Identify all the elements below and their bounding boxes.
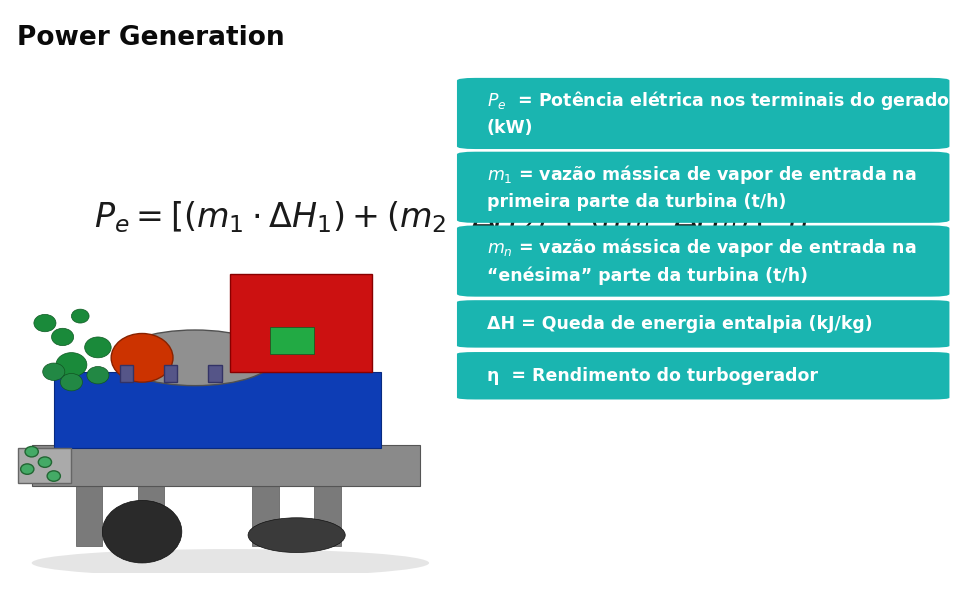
FancyBboxPatch shape: [120, 365, 133, 382]
Circle shape: [25, 447, 38, 457]
Text: primeira parte da turbina (t/h): primeira parte da turbina (t/h): [487, 193, 786, 211]
Ellipse shape: [111, 334, 173, 382]
Text: “enésima” parte da turbina (t/h): “enésima” parte da turbina (t/h): [487, 267, 807, 285]
Circle shape: [34, 314, 56, 332]
Circle shape: [103, 500, 181, 563]
Text: ΔH = Queda de energia entalpia (kJ/kg): ΔH = Queda de energia entalpia (kJ/kg): [487, 315, 873, 333]
FancyBboxPatch shape: [137, 483, 164, 545]
FancyBboxPatch shape: [252, 483, 279, 545]
FancyBboxPatch shape: [457, 226, 949, 296]
Text: $m_1$ = vazão mássica de vapor de entrada na: $m_1$ = vazão mássica de vapor de entrad…: [487, 163, 916, 185]
FancyBboxPatch shape: [208, 365, 222, 382]
Circle shape: [43, 363, 65, 381]
FancyBboxPatch shape: [457, 78, 949, 149]
FancyBboxPatch shape: [457, 152, 949, 223]
Ellipse shape: [32, 549, 429, 577]
FancyBboxPatch shape: [18, 448, 71, 483]
FancyBboxPatch shape: [32, 445, 420, 487]
Text: (kW): (kW): [487, 119, 533, 137]
FancyBboxPatch shape: [457, 300, 949, 348]
Ellipse shape: [248, 518, 346, 553]
Text: η  = Rendimento do turbogerador: η = Rendimento do turbogerador: [487, 367, 818, 385]
Circle shape: [21, 464, 34, 475]
Ellipse shape: [115, 330, 275, 386]
Text: $P_e$  = Potência elétrica nos terminais do gerador: $P_e$ = Potência elétrica nos terminais …: [487, 89, 959, 112]
Circle shape: [38, 457, 52, 467]
FancyBboxPatch shape: [76, 483, 103, 545]
Text: $P_e = [(m_1 \cdot \Delta H_1) + (m_2 \cdot \Delta H_2) + (m_n \cdot \Delta H_n): $P_e = [(m_1 \cdot \Delta H_1) + (m_2 \c…: [94, 199, 808, 236]
Circle shape: [86, 367, 109, 384]
Text: Power Generation: Power Generation: [17, 25, 285, 51]
Circle shape: [56, 353, 87, 377]
Text: $m_n$ = vazão mássica de vapor de entrada na: $m_n$ = vazão mássica de vapor de entrad…: [487, 237, 916, 259]
Circle shape: [84, 337, 111, 358]
Circle shape: [71, 309, 89, 323]
FancyBboxPatch shape: [54, 371, 380, 448]
Circle shape: [47, 471, 60, 481]
FancyBboxPatch shape: [314, 483, 341, 545]
Circle shape: [60, 373, 83, 391]
Circle shape: [52, 328, 74, 346]
FancyBboxPatch shape: [164, 365, 178, 382]
FancyBboxPatch shape: [457, 352, 949, 400]
FancyBboxPatch shape: [230, 274, 372, 371]
FancyBboxPatch shape: [270, 326, 314, 354]
